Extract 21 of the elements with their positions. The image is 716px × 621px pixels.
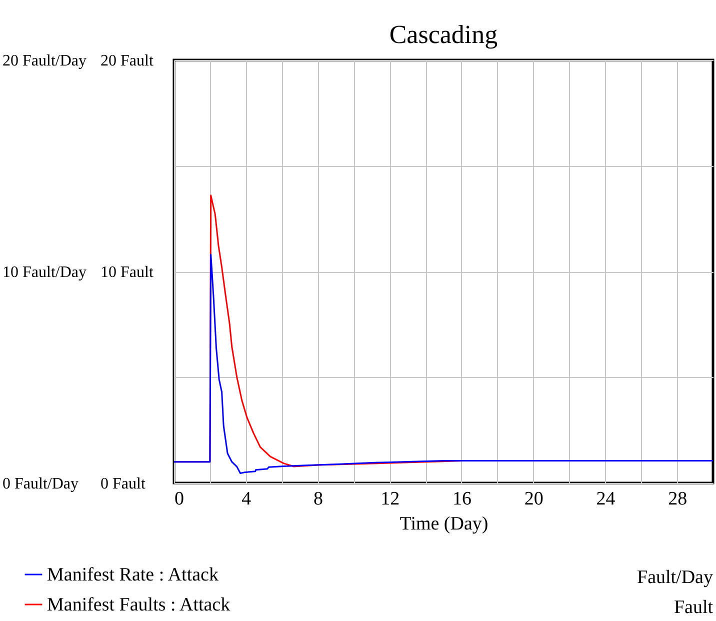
x-tick-label: 20: [524, 488, 544, 510]
x-tick-label: 16: [452, 488, 472, 510]
y-tick-label: 0 Fault/Day: [2, 476, 78, 492]
x-tick-label: 8: [313, 488, 323, 510]
y-tick-label: 10 Fault/Day: [2, 264, 86, 281]
x-tick-label: 4: [242, 488, 252, 510]
legend-label: Manifest Faults : Attack: [47, 594, 231, 616]
y2-tick-label: 0 Fault: [100, 476, 146, 492]
chart-title: Cascading: [389, 20, 498, 49]
y2-tick-label: 10 Fault: [100, 264, 154, 281]
text: Fault: [674, 597, 714, 618]
x-axis-title: Time (Day): [400, 514, 488, 534]
line-series: [173, 254, 714, 474]
x-tick-label: 24: [596, 488, 616, 510]
x-tick-label: 12: [380, 488, 400, 510]
text: Fault/Day: [637, 567, 714, 588]
x-tick-label: 0: [174, 488, 184, 510]
x-tick-label: 28: [668, 488, 688, 510]
y2-tick-label: 20 Fault: [100, 52, 154, 70]
legend-label: Manifest Rate : Attack: [47, 564, 219, 586]
y-tick-label: 20 Fault/Day: [2, 52, 86, 70]
